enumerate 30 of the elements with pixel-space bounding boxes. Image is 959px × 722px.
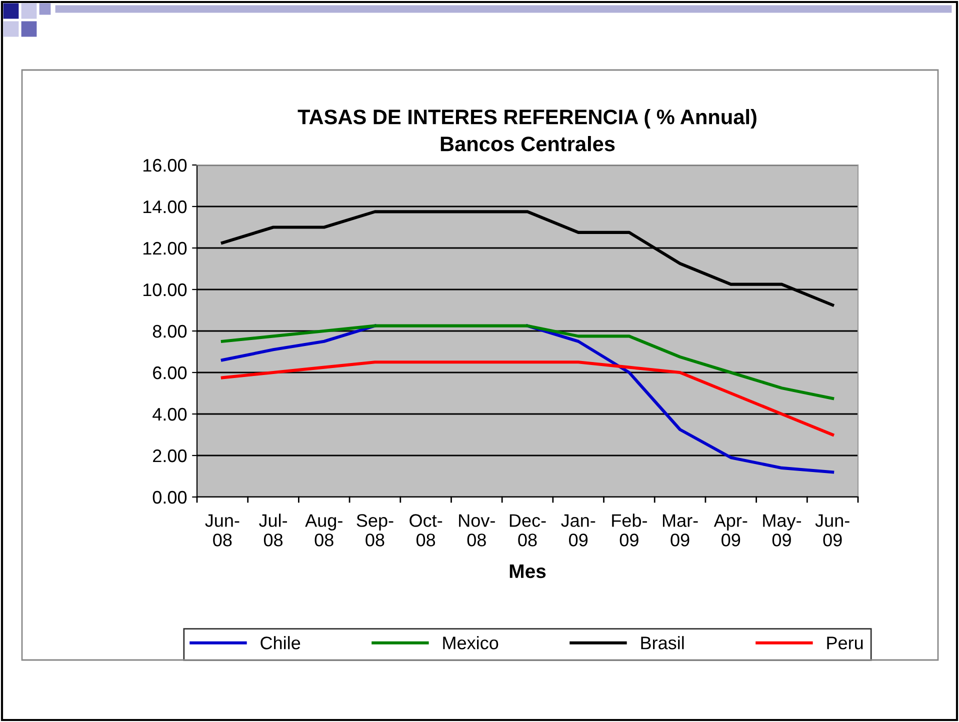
y-tick-label: 14.00 xyxy=(143,200,187,214)
line-series xyxy=(220,324,834,400)
legend-label: Mexico xyxy=(443,636,498,650)
legend-label: Peru xyxy=(827,636,863,650)
x-tick-label: Jan- 09 xyxy=(561,514,596,546)
chart-title: TASAS DE INTERES REFERENCIA ( % Annual) Bancos Centrales xyxy=(298,109,756,152)
x-tick-label: Oct- 08 xyxy=(410,514,442,546)
y-tick-label: 4.00 xyxy=(152,408,187,421)
y-tick-label: 10.00 xyxy=(143,283,187,296)
x-tick-label: Feb- 09 xyxy=(612,514,647,546)
y-tick-label: 16.00 xyxy=(143,158,187,172)
x-tick-label: Mar- 09 xyxy=(662,514,698,546)
y-tick-label: 2.00 xyxy=(153,449,187,462)
y-tick-label: 8.00 xyxy=(152,324,187,338)
x-tick-label: Nov- 08 xyxy=(459,514,495,546)
y-tick-label: 6.00 xyxy=(153,366,187,380)
x-axis-title: Mes xyxy=(510,564,546,578)
legend-label: Chile xyxy=(260,636,300,650)
x-tick-label: Jun- 08 xyxy=(205,514,240,546)
x-tick-label: Jul- 08 xyxy=(259,514,288,546)
x-tick-label: Sep- 08 xyxy=(356,514,394,546)
x-tick-label: Aug- 08 xyxy=(305,514,342,546)
x-tick-label: Apr- 09 xyxy=(714,514,748,546)
y-tick-label: 0.00 xyxy=(152,490,187,504)
line-series xyxy=(220,360,834,436)
x-tick-label: Jun- 09 xyxy=(815,514,850,546)
x-tick-label: Dec- 08 xyxy=(510,514,546,546)
legend-label: Brasil xyxy=(641,636,684,650)
y-tick-label: 12.00 xyxy=(143,242,187,255)
x-tick-label: May- 09 xyxy=(763,514,801,546)
